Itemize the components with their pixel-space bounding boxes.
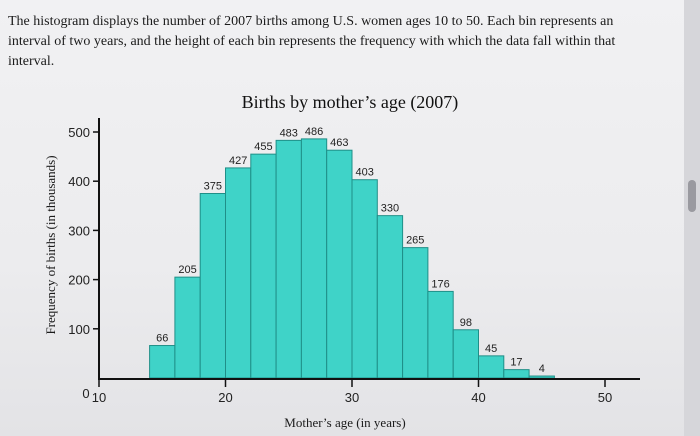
bar-value-label: 330 xyxy=(381,203,399,215)
y-axis-title: Frequency of births (in thousands) xyxy=(43,155,58,334)
x-tick-label: 30 xyxy=(345,390,359,405)
histogram-bar xyxy=(503,369,530,379)
y-tick-label: 400 xyxy=(68,174,90,189)
histogram-bar xyxy=(326,149,353,379)
bar-value-label: 205 xyxy=(178,264,196,276)
histogram-bar xyxy=(402,247,429,379)
histogram-bar xyxy=(427,290,454,379)
bar-value-label: 375 xyxy=(204,181,222,193)
histogram-bar xyxy=(351,179,378,379)
x-tick-label: 10 xyxy=(92,390,106,405)
question-intro-text: The histogram displays the number of 200… xyxy=(8,14,616,69)
x-tick-label: 50 xyxy=(598,390,612,405)
y-tick-label: 0 xyxy=(82,386,89,401)
histogram-bar xyxy=(225,167,252,379)
vertical-scrollbar[interactable] xyxy=(684,0,700,436)
y-axis-ticks: 0 100 200 300 400 500 xyxy=(68,125,99,401)
bar-value-label: 17 xyxy=(510,357,522,369)
histogram-bar xyxy=(376,215,404,379)
y-tick-label: 300 xyxy=(68,223,90,238)
histogram-bar xyxy=(528,375,555,379)
x-tick-label: 20 xyxy=(218,390,232,405)
bar-value-label: 98 xyxy=(460,317,472,329)
histogram-bar xyxy=(250,153,277,379)
bar-value-label: 427 xyxy=(229,155,247,167)
histogram-bar xyxy=(275,139,302,379)
x-tick-label: 40 xyxy=(471,390,485,405)
histogram-bar xyxy=(199,193,226,379)
histogram-bar xyxy=(452,329,480,379)
bar-value-label: 486 xyxy=(305,126,323,138)
bar-value-label: 463 xyxy=(330,137,348,149)
y-tick-label: 100 xyxy=(68,322,90,337)
chart-title: Births by mother’s age (2007) xyxy=(241,92,459,112)
bar-value-label: 483 xyxy=(280,127,298,139)
bar-value-label: 403 xyxy=(355,167,373,179)
histogram-bar xyxy=(174,276,201,379)
x-axis-ticks: 10 20 30 40 50 xyxy=(92,380,612,405)
bar-value-label: 4 xyxy=(539,363,545,375)
y-tick-label: 200 xyxy=(68,273,90,288)
histogram-bar xyxy=(300,138,328,379)
histogram-bar xyxy=(478,355,505,379)
histogram-bar xyxy=(149,345,176,379)
scrollbar-thumb[interactable] xyxy=(688,180,696,212)
bar-value-labels: 66 205 375 427 455 483 486 463 403 330 265 176 98 45 1… xyxy=(156,126,545,375)
bar-value-label: 455 xyxy=(254,141,272,153)
bar-value-label: 45 xyxy=(485,343,497,355)
y-tick-label: 500 xyxy=(68,125,90,140)
bar-value-label: 66 xyxy=(156,333,168,345)
x-axis-title: Mother’s age (in years) xyxy=(284,415,405,430)
bar-value-label: 176 xyxy=(431,278,449,290)
bar-value-label: 265 xyxy=(406,235,424,247)
